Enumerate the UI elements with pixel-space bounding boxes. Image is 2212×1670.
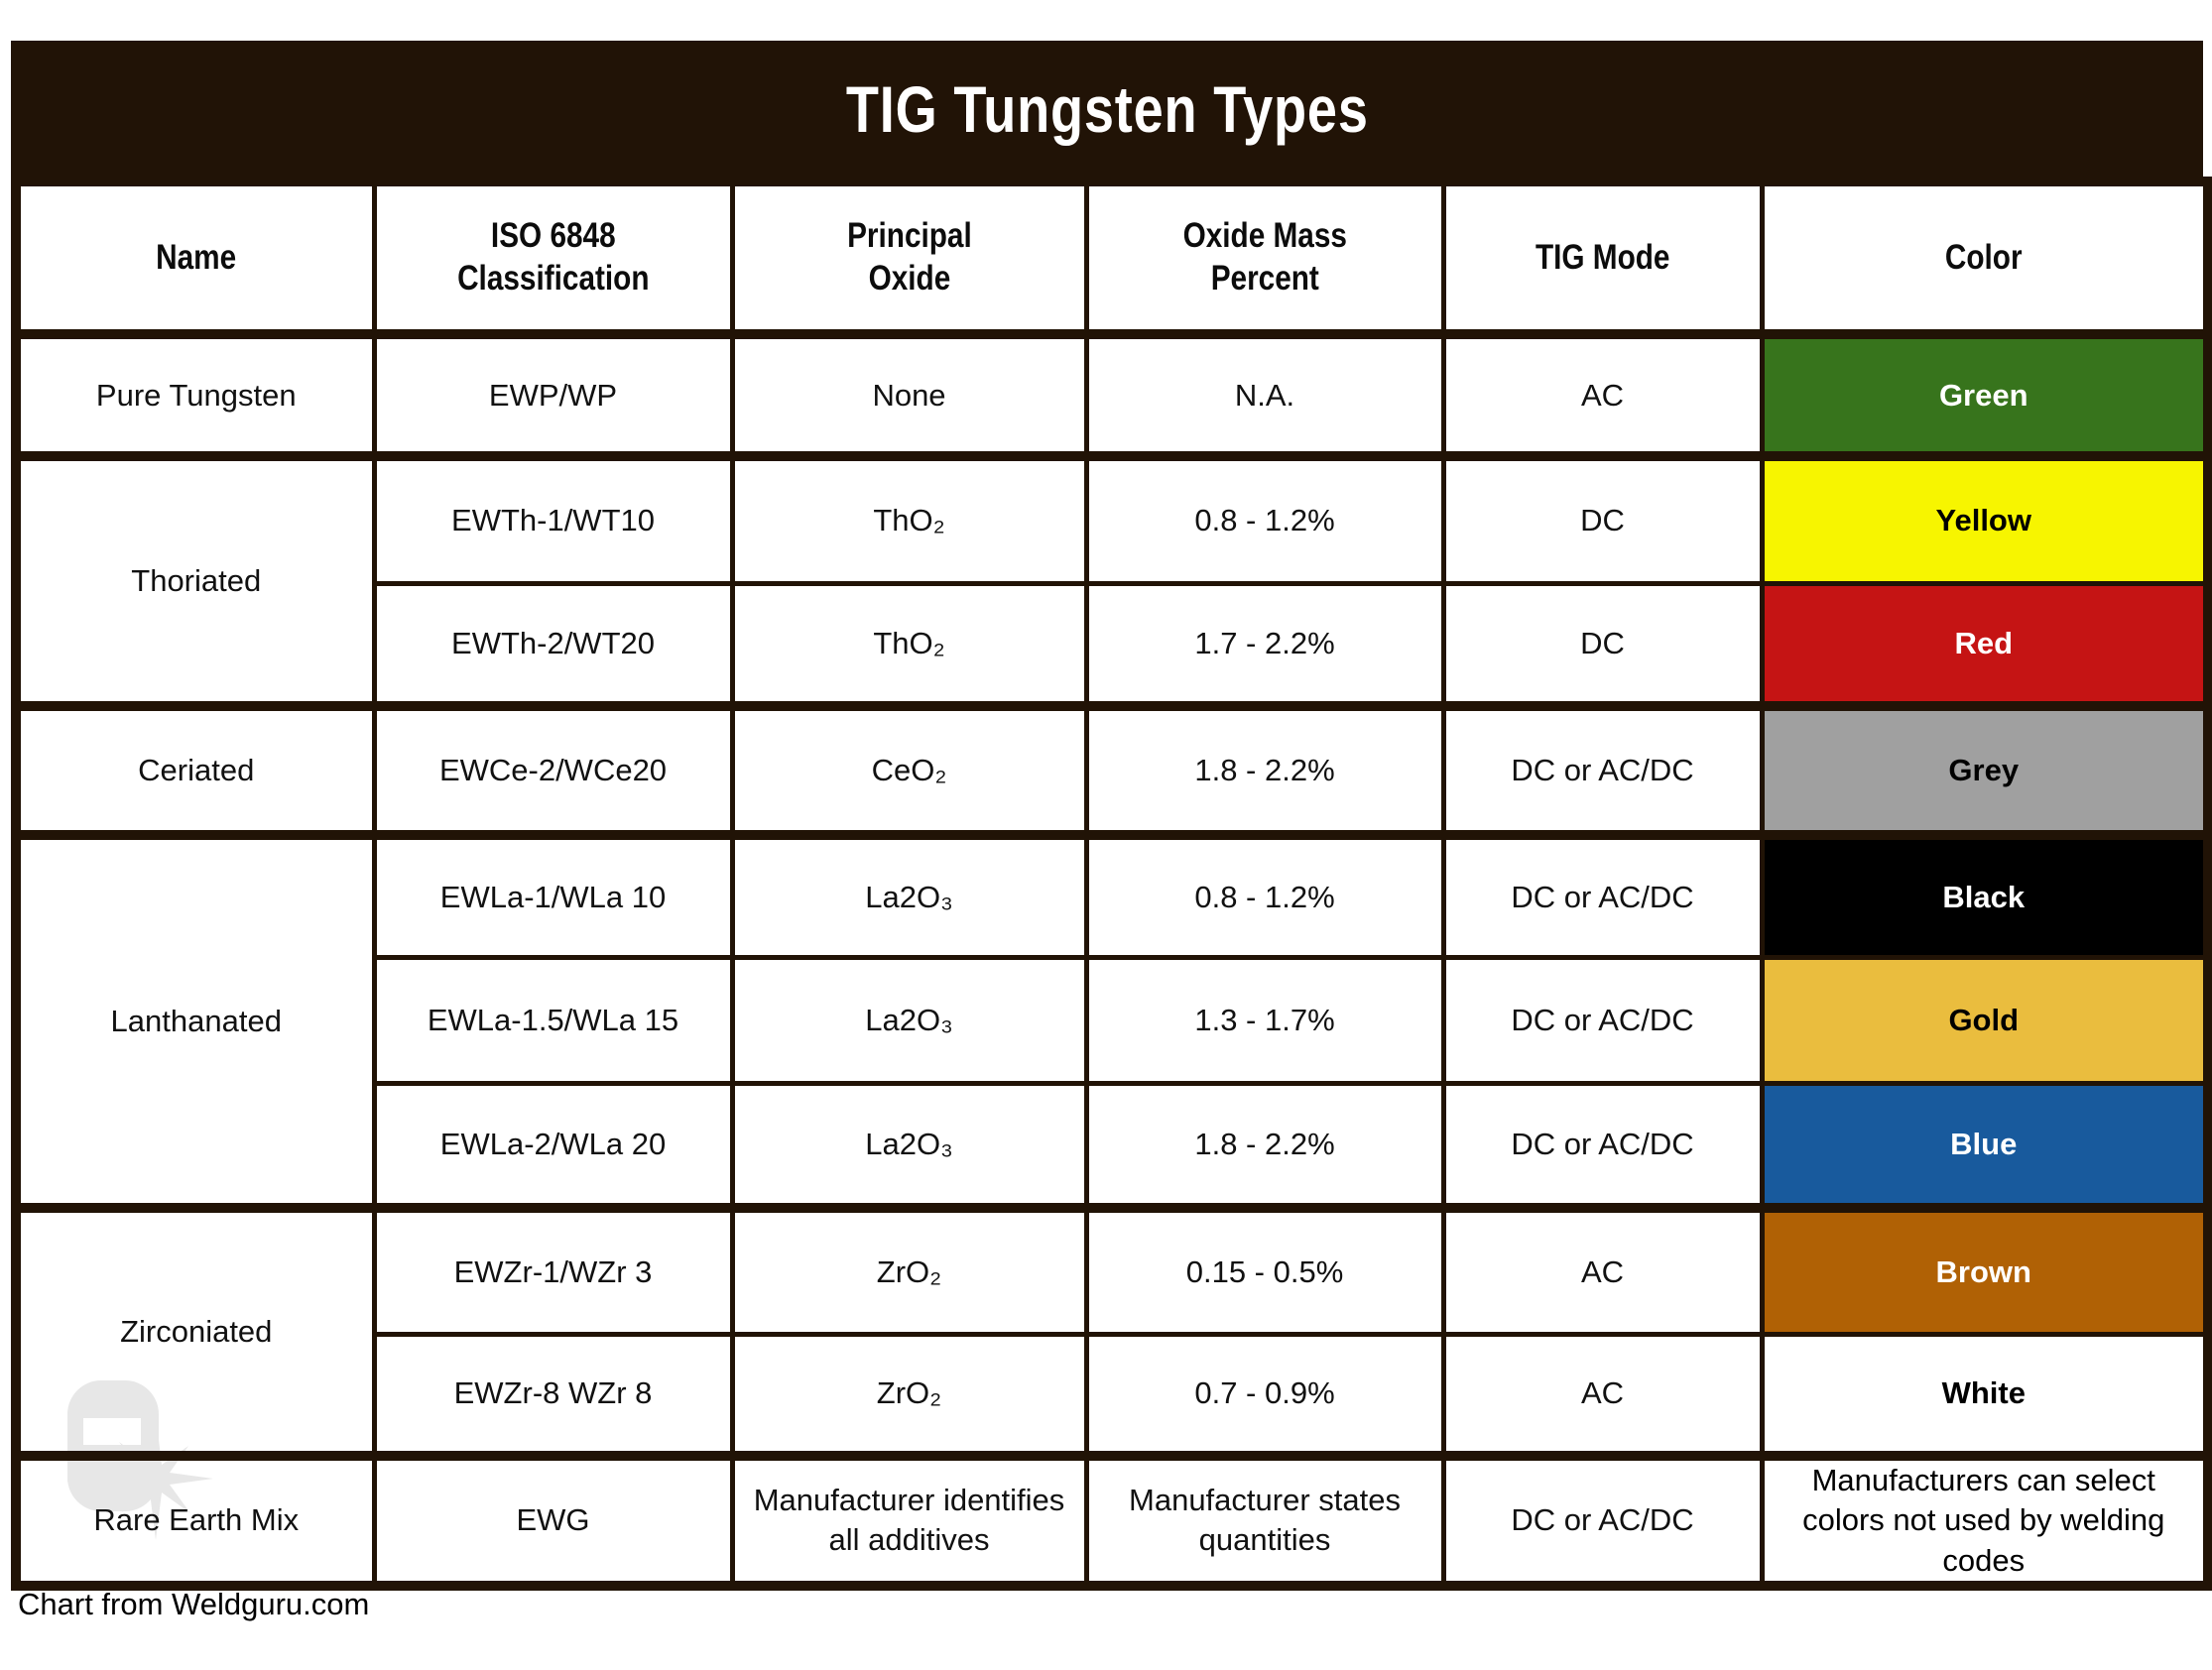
oxide-cell: La2O₃ — [729, 1080, 1089, 1211]
oxide-cell: La2O₃ — [729, 954, 1089, 1086]
mode-cell: AC — [1440, 1331, 1765, 1459]
name-cell: Pure Tungsten — [13, 329, 377, 459]
iso-cell: EWTh-2/WT20 — [371, 580, 735, 709]
mode-cell: DC — [1440, 580, 1765, 709]
iso-cell: EWCe-2/WCe20 — [371, 701, 735, 838]
name-cell: Rare Earth Mix — [13, 1451, 377, 1589]
mode-cell: DC — [1440, 451, 1765, 586]
source-attribution: Chart from Weldguru.com — [18, 1587, 370, 1621]
mass-cell: 1.3 - 1.7% — [1083, 954, 1446, 1086]
name-cell: Ceriated — [13, 701, 377, 838]
col-header-mode: TIG Mode — [1440, 179, 1765, 337]
oxide-cell: ZrO₂ — [729, 1331, 1089, 1459]
iso-cell: EWG — [371, 1451, 735, 1589]
iso-cell: EWZr-8 WZr 8 — [371, 1331, 735, 1459]
color-swatch-brown: Brown — [1759, 1203, 2211, 1337]
color-swatch-gold: Gold — [1759, 954, 2211, 1086]
row-zirconiated-2: EWZr-8 WZr 8 ZrO₂ 0.7 - 0.9% AC White — [16, 1331, 2211, 1459]
iso-cell: EWLa-1/WLa 10 — [371, 830, 735, 960]
iso-cell: EWZr-1/WZr 3 — [371, 1203, 735, 1337]
row-thoriated-1: Thoriated EWTh-1/WT10 ThO₂ 0.8 - 1.2% DC… — [13, 451, 2211, 709]
mass-cell: 0.15 - 0.5% — [1083, 1203, 1446, 1337]
name-cell-thoriated: Thoriated — [13, 451, 377, 709]
col-header-mass: Oxide Mass Percent — [1083, 179, 1446, 337]
iso-cell: EWP/WP — [371, 329, 735, 459]
table-container: TIG Tungsten Types Name ISO 6848 Classifi… — [11, 41, 2212, 1591]
col-header-oxide: Principal Oxide — [729, 179, 1089, 337]
mass-cell: 0.8 - 1.2% — [1083, 451, 1446, 586]
mode-cell: DC or AC/DC — [1440, 1451, 1765, 1589]
mode-cell: AC — [1440, 329, 1765, 459]
color-swatch-red: Red — [1759, 580, 2211, 709]
title-bar: TIG Tungsten Types — [11, 41, 2203, 177]
oxide-cell: ZrO₂ — [729, 1203, 1089, 1337]
row-pure-tungsten: Pure Tungsten EWP/WP None N.A. AC Green — [13, 329, 2211, 459]
header-row: Name ISO 6848 Classification Principal Oxi… — [13, 179, 2211, 337]
color-swatch-white: White — [1759, 1331, 2211, 1459]
iso-cell: EWLa-1.5/WLa 15 — [371, 954, 735, 1086]
iso-cell: EWLa-2/WLa 20 — [371, 1080, 735, 1211]
oxide-cell: ThO₂ — [729, 580, 1089, 709]
color-swatch-grey: Grey — [1759, 701, 2211, 838]
mass-cell: 1.7 - 2.2% — [1083, 580, 1446, 709]
color-swatch-black: Black — [1759, 830, 2211, 960]
tungsten-types-table: Name ISO 6848 Classification Principal Oxi… — [11, 177, 2212, 1591]
col-header-name: Name — [13, 179, 377, 337]
col-header-iso: ISO 6848 Classification — [371, 179, 735, 337]
page-title: TIG Tungsten Types — [845, 71, 1369, 146]
color-note-cell: Manufacturers can select colors not used… — [1759, 1451, 2211, 1589]
mass-cell: 1.8 - 2.2% — [1083, 701, 1446, 838]
oxide-cell: ThO₂ — [729, 451, 1089, 586]
mass-cell: 0.7 - 0.9% — [1083, 1331, 1446, 1459]
row-thoriated-2: EWTh-2/WT20 ThO₂ 1.7 - 2.2% DC Red — [16, 580, 2211, 709]
row-lanthanated-1: Lanthanated EWLa-1/WLa 10 La2O₃ 0.8 - 1.… — [13, 830, 2211, 1211]
mass-cell: N.A. — [1083, 329, 1446, 459]
oxide-cell: CeO₂ — [729, 701, 1089, 838]
color-swatch-blue: Blue — [1759, 1080, 2211, 1211]
oxide-cell: Manufacturer identifies all additives — [729, 1451, 1089, 1589]
oxide-cell: None — [729, 329, 1089, 459]
row-rare-earth-mix: Rare Earth Mix EWG Manufacturer identifi… — [13, 1451, 2211, 1589]
mode-cell: DC or AC/DC — [1440, 830, 1765, 960]
mode-cell: DC or AC/DC — [1440, 701, 1765, 838]
mode-cell: DC or AC/DC — [1440, 954, 1765, 1086]
mass-cell: Manufacturer states quantities — [1083, 1451, 1446, 1589]
color-swatch-yellow: Yellow — [1759, 451, 2211, 586]
row-ceriated: Ceriated EWCe-2/WCe20 CeO₂ 1.8 - 2.2% DC… — [13, 701, 2211, 838]
mass-cell: 1.8 - 2.2% — [1083, 1080, 1446, 1211]
mass-cell: 0.8 - 1.2% — [1083, 830, 1446, 960]
row-lanthanated-3: EWLa-2/WLa 20 La2O₃ 1.8 - 2.2% DC or AC/… — [16, 1080, 2211, 1211]
row-lanthanated-2: EWLa-1.5/WLa 15 La2O₃ 1.3 - 1.7% DC or A… — [16, 954, 2211, 1086]
name-cell-zirconiated: Zirconiated — [13, 1203, 377, 1459]
mode-cell: AC — [1440, 1203, 1765, 1337]
mode-cell: DC or AC/DC — [1440, 1080, 1765, 1211]
color-swatch-green: Green — [1759, 329, 2211, 459]
col-header-color: Color — [1759, 179, 2211, 337]
name-cell-lanthanated: Lanthanated — [13, 830, 377, 1211]
row-zirconiated-1: Zirconiated EWZr-1/WZr 3 ZrO₂ 0.15 - 0.5… — [13, 1203, 2211, 1459]
oxide-cell: La2O₃ — [729, 830, 1089, 960]
iso-cell: EWTh-1/WT10 — [371, 451, 735, 586]
